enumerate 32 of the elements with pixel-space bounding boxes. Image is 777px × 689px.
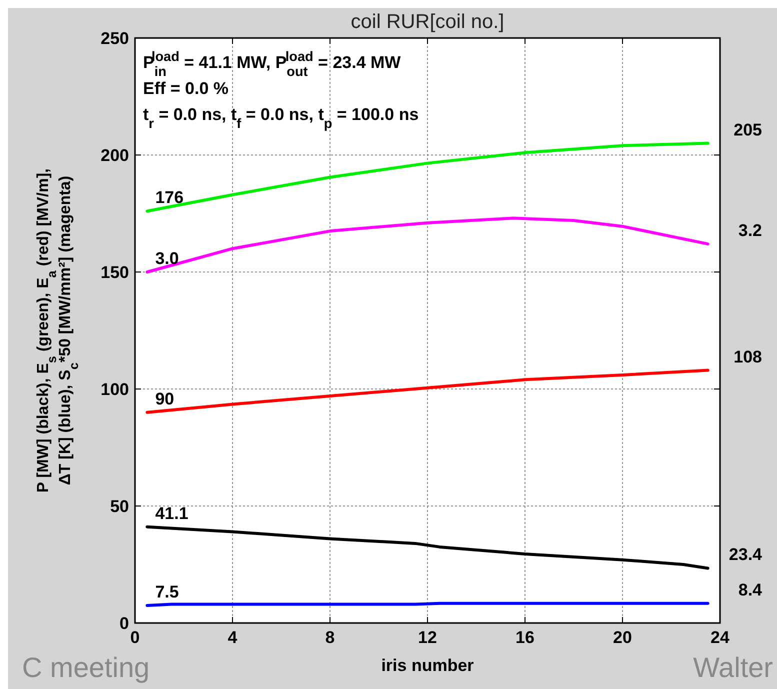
chart-title: coil RUR[coil no.] bbox=[350, 11, 504, 33]
annotation: 3.0 bbox=[155, 249, 179, 268]
annotation: t$_{r}$ = 0.0 ns, t$_{f}$ = 0.0 ns, t$_{p}$ = 100.0 ns bbox=[143, 105, 419, 130]
y-tick-label: 0 bbox=[120, 614, 129, 633]
x-tick-label: 4 bbox=[228, 628, 238, 647]
annotation: 3.2 bbox=[738, 220, 762, 240]
data-label: 7.5 bbox=[155, 582, 179, 602]
annotation: Eff = 0.0 % bbox=[143, 79, 229, 98]
y-tick-label: 150 bbox=[100, 263, 129, 282]
data-label: 108 bbox=[734, 347, 762, 366]
x-tick-label: 20 bbox=[613, 628, 632, 647]
data-label: 90 bbox=[155, 389, 174, 408]
line-series bbox=[146, 368, 710, 414]
y-tick-label: 200 bbox=[100, 146, 129, 165]
data-label: 205 bbox=[734, 120, 762, 140]
line-series bbox=[146, 216, 710, 274]
text: C meeting bbox=[22, 652, 150, 683]
x-tick-label: 16 bbox=[516, 628, 534, 647]
data-label: 41.1 bbox=[155, 504, 188, 523]
line-series bbox=[146, 142, 710, 213]
x-tick-label: 12 bbox=[418, 628, 437, 647]
data-label: 23.4 bbox=[728, 545, 763, 564]
x-tick-label: 24 bbox=[710, 628, 730, 647]
line-series bbox=[146, 525, 710, 570]
y-tick-label: 100 bbox=[100, 380, 129, 399]
data-label: 176 bbox=[155, 188, 184, 208]
text: Walter bbox=[693, 652, 773, 683]
x-axis-title: iris number bbox=[381, 656, 474, 675]
data-label: 8.4 bbox=[738, 580, 763, 600]
y-tick-label: 50 bbox=[110, 497, 129, 516]
y-tick-label: 250 bbox=[100, 29, 129, 48]
x-tick-label: 8 bbox=[325, 628, 335, 647]
